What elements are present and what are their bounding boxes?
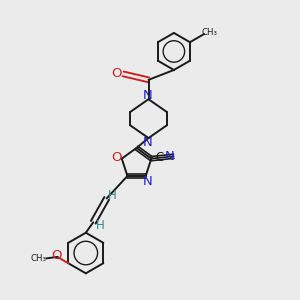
Text: H: H (108, 190, 116, 202)
Text: O: O (52, 249, 62, 262)
Text: N: N (142, 136, 152, 149)
Text: H: H (95, 219, 104, 232)
Text: C: C (155, 151, 164, 164)
Text: N: N (142, 89, 152, 102)
Text: N: N (165, 150, 175, 163)
Text: O: O (111, 67, 122, 80)
Text: CH₃: CH₃ (202, 28, 218, 37)
Text: N: N (142, 175, 152, 188)
Text: O: O (111, 151, 122, 164)
Text: CH₃: CH₃ (31, 254, 47, 263)
